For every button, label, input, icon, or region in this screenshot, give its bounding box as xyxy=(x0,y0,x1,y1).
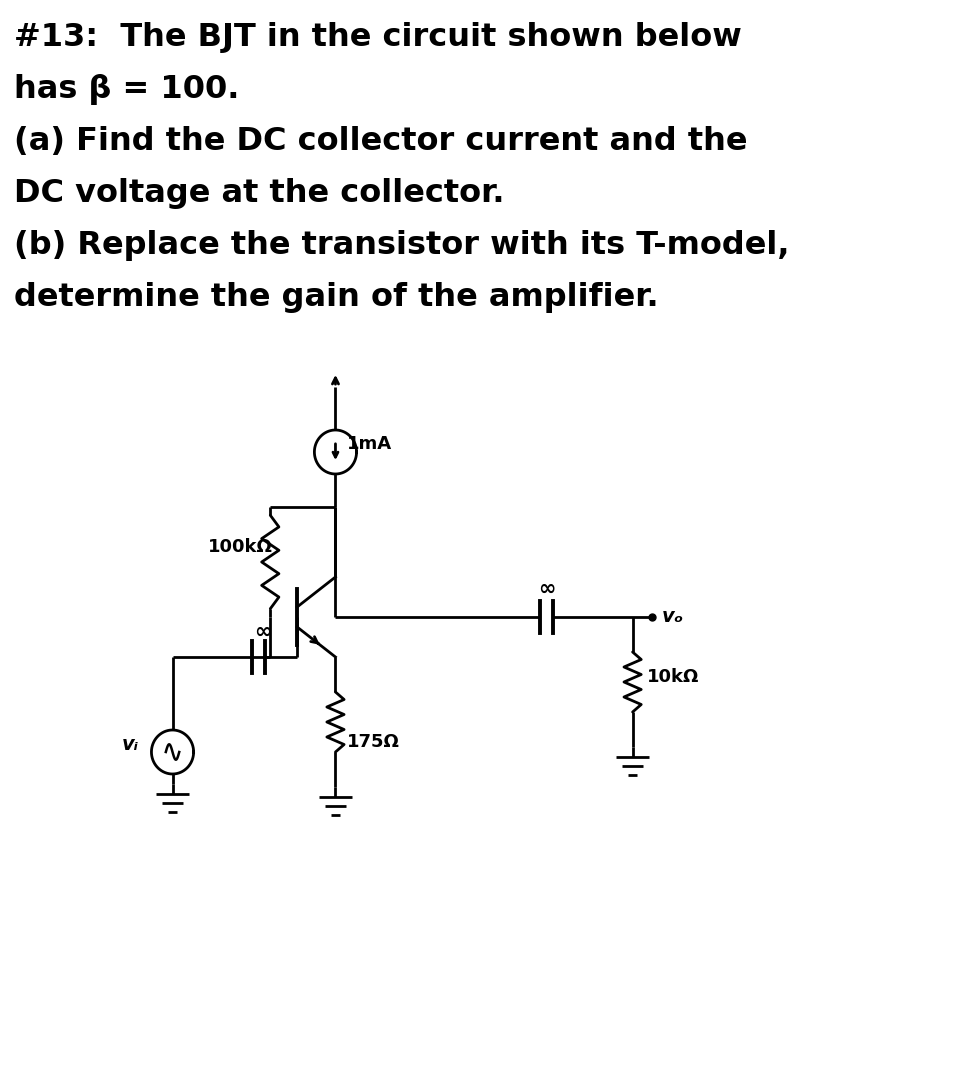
Text: 10kΩ: 10kΩ xyxy=(647,668,699,686)
Text: vₒ: vₒ xyxy=(661,607,683,626)
Text: 175Ω: 175Ω xyxy=(347,733,400,751)
Text: has β = 100.: has β = 100. xyxy=(14,74,240,105)
Text: #13:  The BJT in the circuit shown below: #13: The BJT in the circuit shown below xyxy=(14,22,742,53)
Text: determine the gain of the amplifier.: determine the gain of the amplifier. xyxy=(14,282,659,313)
Text: vᵢ: vᵢ xyxy=(122,735,139,753)
Text: (b) Replace the transistor with its T-model,: (b) Replace the transistor with its T-mo… xyxy=(14,230,790,261)
Text: (a) Find the DC collector current and the: (a) Find the DC collector current and th… xyxy=(14,126,748,157)
Text: 100kΩ: 100kΩ xyxy=(208,538,273,556)
Text: ∞: ∞ xyxy=(254,622,271,642)
Text: 1mA: 1mA xyxy=(347,435,392,453)
Text: DC voltage at the collector.: DC voltage at the collector. xyxy=(14,179,505,209)
Text: ∞: ∞ xyxy=(538,579,555,599)
